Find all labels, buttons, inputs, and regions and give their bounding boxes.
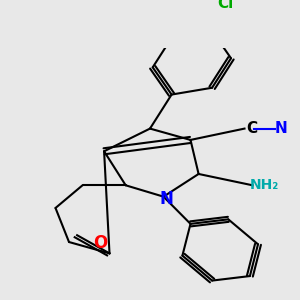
Text: NH₂: NH₂ (250, 178, 279, 192)
Text: N: N (274, 121, 287, 136)
Text: Cl: Cl (218, 0, 234, 11)
Text: O: O (93, 234, 108, 252)
Text: N: N (160, 190, 173, 208)
Text: C: C (246, 121, 258, 136)
